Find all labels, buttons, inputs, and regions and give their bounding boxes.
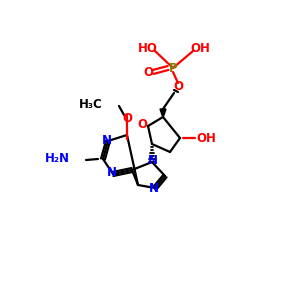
Text: H₃C: H₃C: [79, 98, 103, 110]
Text: P: P: [169, 61, 177, 74]
Text: H₂N: H₂N: [45, 152, 70, 166]
Text: O: O: [173, 80, 183, 94]
Text: HO: HO: [138, 41, 158, 55]
Text: O: O: [137, 118, 147, 131]
Polygon shape: [160, 109, 166, 117]
Text: N: N: [148, 154, 158, 167]
Text: N: N: [149, 182, 159, 196]
Text: OH: OH: [190, 41, 210, 55]
Text: O: O: [143, 65, 153, 79]
Text: OH: OH: [196, 131, 216, 145]
Text: N: N: [107, 167, 117, 179]
Text: O: O: [122, 112, 132, 125]
Text: N: N: [102, 134, 112, 148]
